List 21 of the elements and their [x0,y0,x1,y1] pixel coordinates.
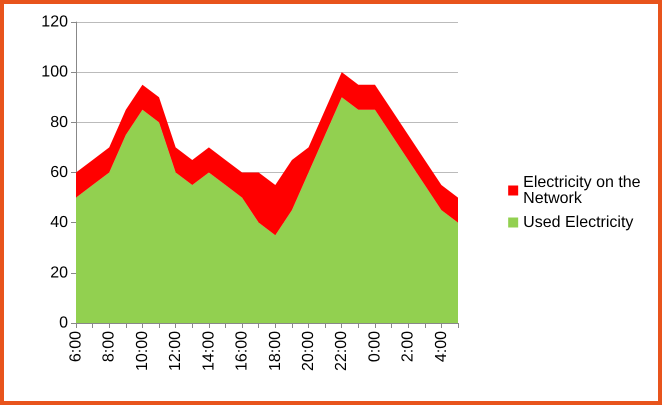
x-tick-label: 14:00 [200,330,218,372]
x-tick-label: 10:00 [134,330,151,372]
legend-label: Used Electricity [523,214,634,231]
x-tick-label: 8:00 [100,330,118,362]
y-tick-label: 60 [50,164,68,181]
y-tick-label: 40 [50,214,68,232]
y-tick-label: 120 [41,14,68,30]
legend-label: Electricity on the Network [523,174,645,207]
y-tick-label: 100 [41,64,68,81]
x-tick-label: 16:00 [234,330,251,372]
x-tick-label: 0:00 [366,330,384,362]
x-tick-label: 2:00 [400,330,417,362]
x-tick-label: 6:00 [68,330,84,362]
x-tick-label: 18:00 [266,330,284,372]
y-tick-label: 20 [50,264,68,282]
y-tick-label: 0 [59,314,68,332]
y-tick-label: 80 [50,114,68,131]
x-tick-label: 4:00 [432,330,450,362]
x-tick-label: 12:00 [167,330,184,372]
x-tick-label: 20:00 [300,330,318,372]
x-tick-label: 22:00 [333,330,350,372]
